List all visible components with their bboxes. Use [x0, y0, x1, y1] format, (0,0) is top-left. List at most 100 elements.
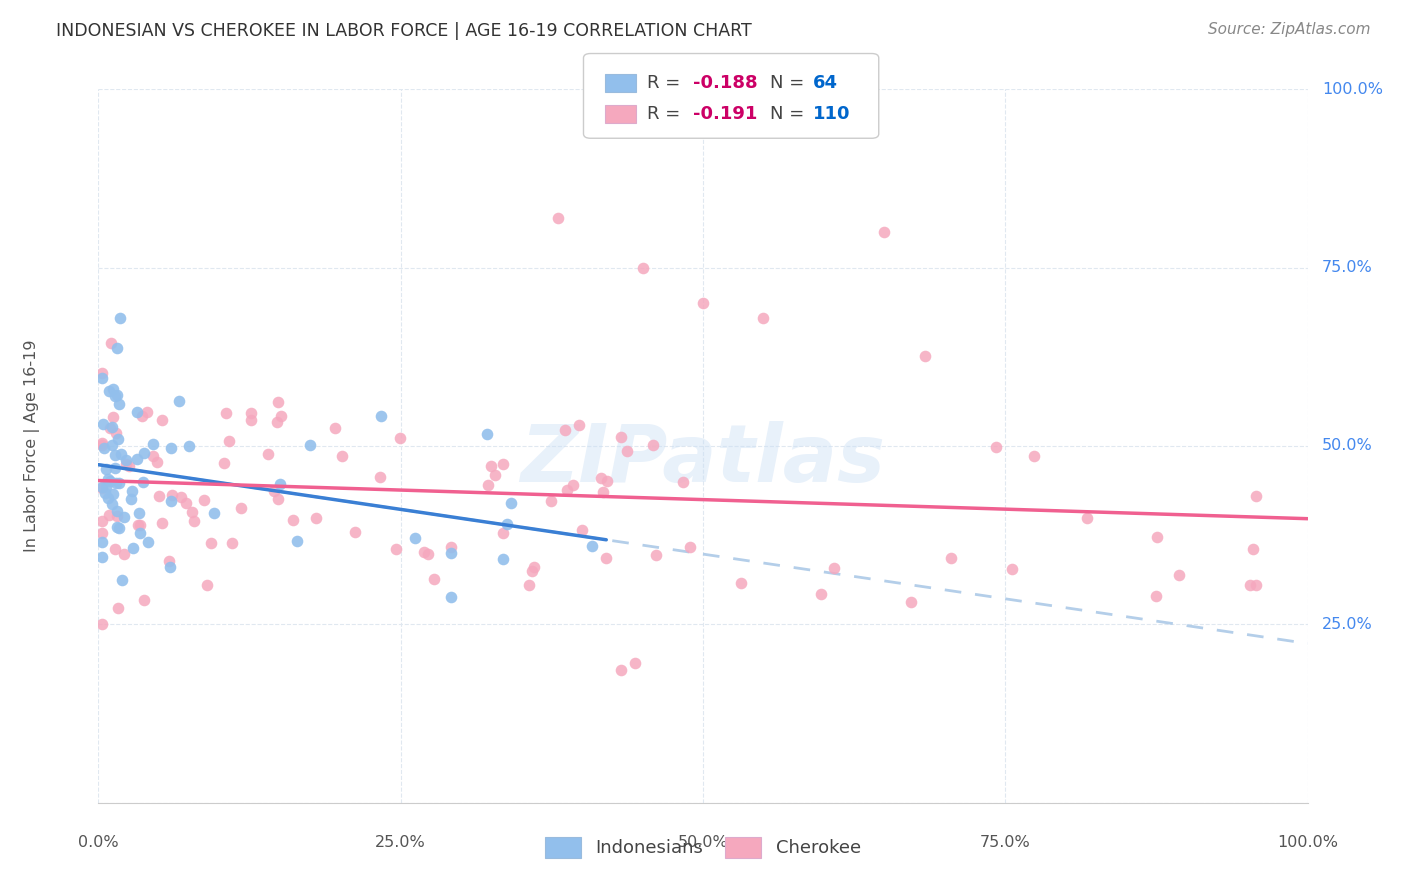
Point: [752, 310, 775, 325]
Point: [91, 514, 114, 528]
Point: [174, 496, 197, 510]
Point: [108, 396, 131, 410]
Point: [103, 448, 125, 462]
Point: [984, 440, 1007, 454]
Point: [101, 487, 124, 501]
Point: [554, 423, 576, 437]
Point: [100, 336, 122, 351]
Point: [221, 536, 243, 550]
Point: [589, 471, 612, 485]
Point: [120, 491, 142, 506]
Point: [281, 513, 304, 527]
Text: 100.0%: 100.0%: [1322, 82, 1384, 96]
Point: [610, 430, 633, 444]
Text: Source: ZipAtlas.com: Source: ZipAtlas.com: [1208, 22, 1371, 37]
Point: [97, 508, 120, 522]
Point: [129, 518, 152, 533]
Point: [131, 475, 153, 489]
Point: [91, 482, 114, 496]
Point: [214, 456, 236, 470]
Point: [218, 434, 240, 448]
Point: [98, 474, 121, 488]
Point: [214, 406, 236, 420]
Point: [195, 578, 218, 592]
Point: [522, 564, 544, 578]
Point: [91, 535, 114, 549]
Point: [108, 310, 131, 325]
Point: [91, 435, 114, 450]
Point: [484, 467, 506, 482]
Point: [343, 524, 366, 539]
Text: 25.0%: 25.0%: [375, 835, 426, 850]
Point: [94, 485, 117, 500]
Point: [678, 541, 700, 555]
Point: [91, 616, 114, 631]
Point: [101, 438, 124, 452]
Point: [142, 450, 165, 464]
Point: [475, 426, 498, 441]
Point: [269, 477, 291, 491]
Point: [325, 421, 347, 435]
Point: [115, 457, 138, 471]
Point: [1239, 578, 1261, 592]
Point: [416, 547, 439, 561]
Point: [439, 546, 461, 560]
Point: [107, 432, 129, 446]
Point: [823, 561, 845, 575]
Point: [592, 485, 614, 500]
Point: [128, 506, 150, 520]
Point: [596, 474, 619, 488]
Point: [200, 536, 222, 550]
Point: [1144, 590, 1167, 604]
Point: [100, 420, 122, 434]
Point: [568, 417, 591, 432]
Point: [1167, 568, 1189, 582]
Text: 75.0%: 75.0%: [980, 835, 1031, 850]
Point: [183, 514, 205, 528]
Point: [125, 451, 148, 466]
Point: [157, 554, 180, 568]
Point: [643, 438, 665, 452]
Text: -0.188: -0.188: [693, 74, 758, 92]
Text: In Labor Force | Age 16-19: In Labor Force | Age 16-19: [24, 340, 39, 552]
Point: [914, 349, 936, 363]
Point: [91, 480, 114, 494]
Point: [501, 496, 523, 510]
Point: [385, 541, 408, 556]
Point: [370, 409, 392, 424]
Text: N =: N =: [770, 74, 810, 92]
Point: [127, 405, 149, 419]
Point: [145, 455, 167, 469]
Point: [616, 444, 638, 458]
Point: [110, 447, 132, 461]
Point: [239, 413, 262, 427]
Point: [105, 341, 128, 355]
Point: [115, 452, 138, 467]
Point: [389, 431, 412, 445]
Point: [148, 489, 170, 503]
Point: [98, 421, 121, 435]
Point: [492, 457, 515, 471]
Point: [540, 494, 562, 508]
Point: [610, 663, 633, 677]
Point: [496, 517, 519, 532]
Point: [581, 539, 603, 553]
Point: [267, 395, 290, 409]
Point: [257, 447, 280, 461]
Point: [129, 526, 152, 541]
Point: [159, 560, 181, 574]
Point: [150, 413, 173, 427]
Point: [555, 483, 578, 497]
Point: [91, 417, 114, 431]
Point: [1246, 489, 1268, 503]
Point: [131, 409, 153, 423]
Point: [547, 211, 569, 225]
Point: [104, 541, 127, 556]
Point: [135, 404, 157, 418]
Point: [1146, 530, 1168, 544]
Point: [631, 260, 654, 275]
Point: [370, 470, 392, 484]
Point: [479, 458, 502, 473]
Point: [193, 492, 215, 507]
Point: [97, 472, 120, 486]
